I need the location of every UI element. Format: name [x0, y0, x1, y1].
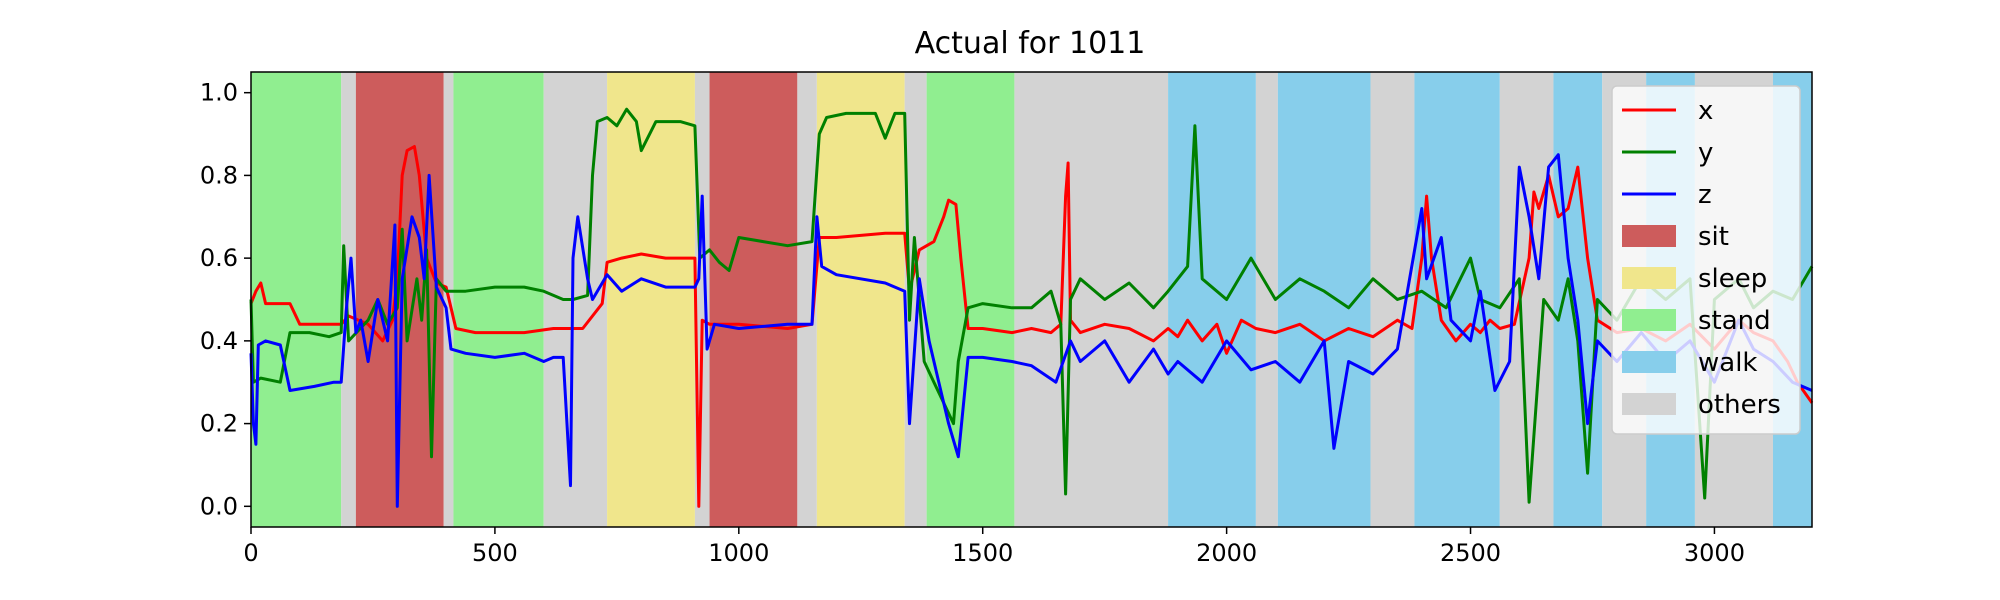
plot-frame — [250, 71, 1813, 528]
x-tick-label: 1500 — [952, 539, 1013, 567]
activity-band-sleep-6 — [607, 72, 695, 527]
legend-label-x: x — [1698, 96, 1713, 126]
legend-swatch-others — [1622, 393, 1676, 415]
y-tick-label: 0.6 — [200, 244, 238, 272]
legend-label-sit: sit — [1698, 222, 1729, 252]
activity-bands — [251, 72, 1812, 527]
legend-box — [1611, 85, 1801, 435]
activity-band-walk-18 — [1414, 72, 1500, 527]
series-lines — [249, 107, 1814, 508]
x-tick-label: 1000 — [708, 539, 769, 567]
legend-swatch-sleep — [1622, 267, 1676, 289]
x-tick-label: 3000 — [1684, 539, 1745, 567]
chart-title: Actual for 1011 — [915, 26, 1146, 61]
legend-label-others: others — [1698, 390, 1781, 420]
y-tick-label: 0.8 — [200, 161, 238, 189]
activity-band-walk-14 — [1168, 72, 1256, 527]
legend: xyz sit sleep stand walk others — [1611, 85, 1801, 435]
axes: 0 500 1000 1500 2000 2500 3000 0.0 0.2 0.4 0.6 0.8 1… — [200, 71, 1813, 567]
y-tick-label: 0.4 — [200, 327, 238, 355]
activity-band-stand-4 — [453, 72, 544, 527]
legend-label-y: y — [1698, 138, 1713, 168]
legend-swatch-stand — [1622, 309, 1676, 331]
y-tick-label: 0.0 — [200, 492, 238, 520]
x-tick-label: 0 — [243, 539, 258, 567]
legend-label-stand: stand — [1698, 306, 1771, 336]
legend-swatch-walk — [1622, 351, 1676, 373]
activity-band-sit-8 — [709, 72, 798, 527]
legend-label-walk: walk — [1698, 348, 1757, 378]
activity-band-sleep-10 — [816, 72, 905, 527]
y-tick-label: 1.0 — [200, 79, 238, 107]
legend-label-z: z — [1698, 180, 1712, 210]
x-tick-label: 2500 — [1440, 539, 1501, 567]
legend-label-sleep: sleep — [1698, 264, 1767, 294]
activity-band-others-9 — [797, 72, 817, 527]
activity-band-stand-12 — [926, 72, 1015, 527]
activity-band-others-17 — [1370, 72, 1415, 527]
activity-band-others-15 — [1255, 72, 1278, 527]
legend-swatch-sit — [1622, 225, 1676, 247]
x-tick-label: 500 — [472, 539, 518, 567]
series-line-z — [249, 153, 1813, 508]
y-tick-label: 0.2 — [200, 410, 238, 438]
x-tick-label: 2000 — [1196, 539, 1257, 567]
